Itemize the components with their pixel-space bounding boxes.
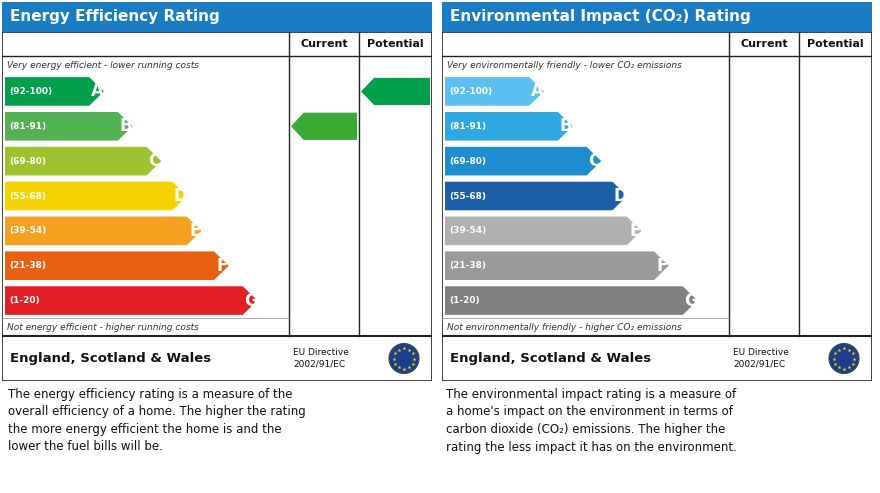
Polygon shape [445,182,627,211]
Text: Potential: Potential [367,39,424,49]
Text: (39-54): (39-54) [449,226,487,235]
Text: (55-68): (55-68) [449,191,486,201]
Polygon shape [5,216,202,245]
Text: A: A [91,82,104,101]
Text: Not energy efficient - higher running costs: Not energy efficient - higher running co… [7,322,199,331]
Text: F: F [656,257,668,275]
Text: (1-20): (1-20) [449,296,480,305]
Polygon shape [445,286,698,315]
Text: The environmental impact rating is a measure of
a home's impact on the environme: The environmental impact rating is a mea… [446,388,737,454]
Text: (21-38): (21-38) [9,261,46,270]
Text: EU Directive
2002/91/EC: EU Directive 2002/91/EC [293,349,348,369]
Circle shape [829,344,859,374]
Text: (21-38): (21-38) [449,261,486,270]
Text: Environmental Impact (CO₂) Rating: Environmental Impact (CO₂) Rating [450,9,751,25]
Polygon shape [291,113,357,140]
Text: (1-20): (1-20) [9,296,40,305]
Polygon shape [445,216,642,245]
Text: C: C [589,152,601,170]
Text: E: E [189,222,201,240]
Text: England, Scotland & Wales: England, Scotland & Wales [450,352,651,365]
Polygon shape [5,112,133,141]
Text: (81-91): (81-91) [449,122,486,131]
Text: (39-54): (39-54) [9,226,47,235]
Bar [2,32,432,336]
Text: (55-68): (55-68) [9,191,46,201]
Text: 95: 95 [389,84,410,99]
Polygon shape [361,78,430,105]
Text: Very energy efficient - lower running costs: Very energy efficient - lower running co… [7,61,199,70]
Text: D: D [613,187,627,205]
Text: (69-80): (69-80) [9,157,46,166]
Text: (81-91): (81-91) [9,122,46,131]
Text: F: F [216,257,228,275]
Text: B: B [120,117,132,135]
Text: Potential: Potential [807,39,864,49]
Text: (69-80): (69-80) [449,157,486,166]
Bar [442,336,872,381]
Text: A: A [531,82,544,101]
Text: EU Directive
2002/91/EC: EU Directive 2002/91/EC [733,349,788,369]
Text: D: D [173,187,187,205]
Polygon shape [445,112,573,141]
Polygon shape [5,147,161,176]
Text: 83: 83 [317,119,339,134]
Polygon shape [5,251,229,280]
Text: B: B [560,117,572,135]
Polygon shape [5,77,104,106]
Text: Energy Efficiency Rating: Energy Efficiency Rating [10,9,220,25]
Text: The energy efficiency rating is a measure of the
overall efficiency of a home. T: The energy efficiency rating is a measur… [8,388,305,454]
Text: Very environmentally friendly - lower CO₂ emissions: Very environmentally friendly - lower CO… [447,61,682,70]
Bar [2,2,432,32]
Polygon shape [5,286,258,315]
Circle shape [389,344,419,374]
Polygon shape [5,182,187,211]
Polygon shape [445,77,544,106]
Polygon shape [445,147,601,176]
Polygon shape [445,251,669,280]
Text: (92-100): (92-100) [9,87,52,96]
Text: G: G [244,291,258,310]
Text: C: C [149,152,161,170]
Text: Current: Current [740,39,788,49]
Text: (92-100): (92-100) [449,87,492,96]
Bar [442,2,872,32]
Bar [2,336,432,381]
Text: Current: Current [300,39,348,49]
Text: E: E [629,222,641,240]
Text: G: G [684,291,698,310]
Bar [442,32,872,336]
Text: Not environmentally friendly - higher CO₂ emissions: Not environmentally friendly - higher CO… [447,322,682,331]
Text: England, Scotland & Wales: England, Scotland & Wales [10,352,211,365]
